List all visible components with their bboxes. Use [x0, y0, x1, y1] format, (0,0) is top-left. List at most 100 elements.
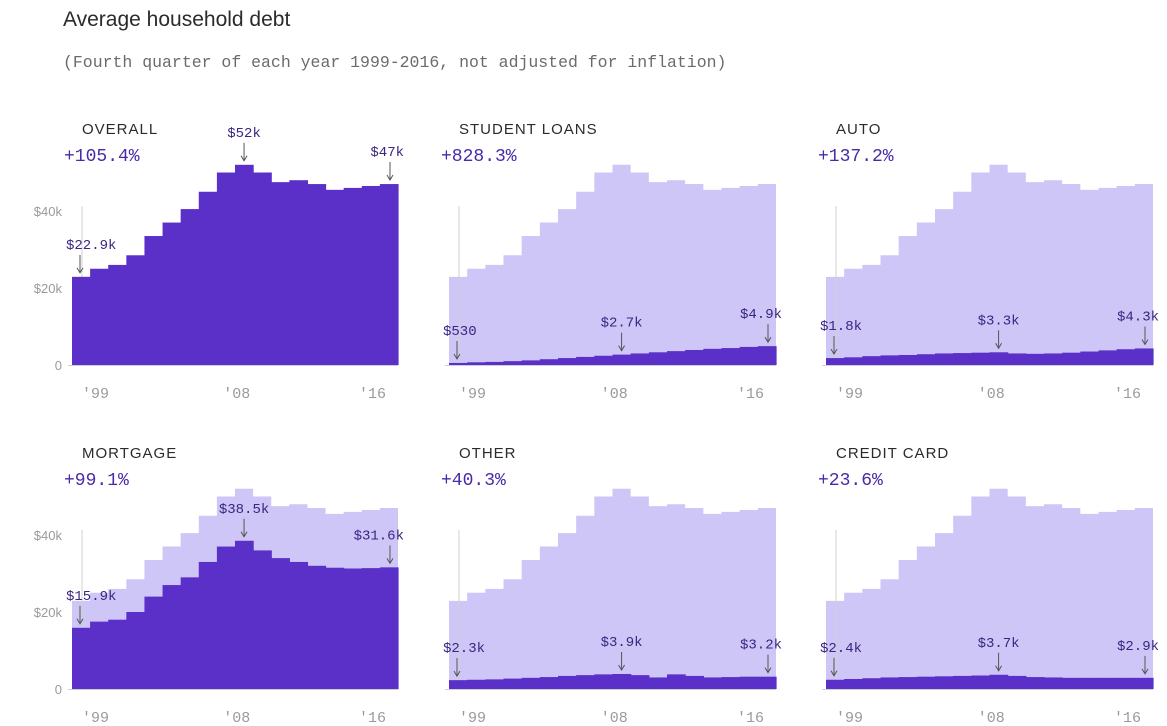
- data-bar: [703, 677, 723, 689]
- panel-title: MORTGAGE: [82, 445, 177, 462]
- x-tick-label: '99: [82, 386, 109, 403]
- data-bar: [826, 358, 845, 365]
- data-bar: [685, 349, 704, 365]
- data-bar: [1025, 677, 1045, 689]
- data-bar: [576, 675, 595, 689]
- annotation-arrowhead: [618, 664, 626, 671]
- data-bar: [235, 540, 254, 689]
- data-bar: [862, 356, 882, 365]
- data-bar: [449, 362, 468, 365]
- data-bar: [953, 353, 972, 365]
- data-bar: [576, 356, 595, 365]
- x-tick-label: '08: [601, 710, 628, 726]
- data-bar: [361, 568, 381, 689]
- data-bar: [521, 677, 541, 689]
- annotation-arrowhead: [830, 670, 838, 677]
- data-bar: [539, 359, 559, 365]
- data-bar: [558, 358, 577, 365]
- panel-title: CREDIT CARD: [836, 445, 949, 462]
- data-bar: [648, 352, 668, 365]
- x-tick-label: '16: [737, 710, 764, 726]
- data-bar: [971, 675, 991, 689]
- data-bar: [739, 346, 759, 365]
- y-tick-label: 0: [55, 682, 62, 697]
- data-bar: [1062, 352, 1081, 365]
- annotation-arrowhead: [453, 353, 461, 360]
- data-bar: [449, 680, 468, 689]
- data-bar: [1116, 677, 1136, 689]
- data-bar: [612, 673, 632, 689]
- panel-percent-change: +828.3%: [441, 147, 517, 167]
- data-bar: [90, 268, 109, 365]
- data-bar: [361, 185, 381, 365]
- panel-title: AUTO: [836, 121, 881, 138]
- data-bar: [180, 577, 200, 689]
- panel-percent-change: +137.2%: [818, 147, 894, 167]
- data-bar: [343, 187, 363, 365]
- x-tick-label: '99: [459, 386, 486, 403]
- data-bar: [1134, 677, 1154, 689]
- data-label: $4.3k: [1117, 309, 1159, 325]
- data-bar: [1044, 353, 1063, 365]
- panel-other: OTHER +40.3% '99 '08 '16 $2.3k $3.9k $3.2k: [441, 445, 782, 726]
- data-bar: [253, 172, 272, 365]
- total-debt-area: [449, 164, 776, 365]
- data-bar: [721, 348, 741, 365]
- annotation-arrowhead: [1141, 668, 1149, 675]
- panel-percent-change: +105.4%: [64, 147, 140, 167]
- annotation-arrowhead: [240, 155, 248, 162]
- panel-student-loans: STUDENT LOANS +828.3% '99 '08 '16 $530 $2.7k $4…: [441, 121, 782, 403]
- data-bar: [379, 567, 399, 689]
- data-bar: [989, 674, 1009, 689]
- data-bar: [1080, 677, 1100, 689]
- data-bar: [108, 619, 127, 689]
- data-bar: [289, 180, 309, 365]
- data-label: $38.5k: [219, 502, 269, 518]
- data-bar: [826, 679, 845, 689]
- data-bar: [144, 236, 164, 365]
- data-bar: [757, 346, 777, 365]
- data-bar: [971, 352, 991, 365]
- data-label: $3.2k: [740, 638, 782, 654]
- x-tick-label: '16: [1114, 710, 1141, 726]
- total-debt-area: [826, 488, 1153, 689]
- data-bar: [844, 678, 863, 689]
- data-bar: [198, 561, 218, 689]
- data-bar: [630, 675, 650, 689]
- data-bar: [935, 353, 954, 365]
- data-bar: [216, 546, 236, 689]
- data-bar: [72, 627, 91, 689]
- x-tick-label: '99: [836, 386, 863, 403]
- data-bar: [1134, 348, 1154, 365]
- data-bar: [144, 596, 164, 689]
- panel-percent-change: +40.3%: [441, 471, 506, 491]
- data-bar: [721, 677, 741, 689]
- annotation-arrowhead: [995, 665, 1003, 672]
- data-bar: [467, 362, 486, 365]
- data-bar: [953, 675, 972, 689]
- panel-percent-change: +23.6%: [818, 471, 883, 491]
- x-tick-label: '99: [459, 710, 486, 726]
- annotation-arrowhead: [618, 345, 626, 352]
- y-tick-label: $40k: [34, 204, 63, 219]
- data-label: $3.9k: [601, 635, 643, 651]
- annotation-arrowhead: [995, 343, 1003, 350]
- annotation-arrowhead: [386, 558, 394, 565]
- data-label: $2.7k: [601, 316, 643, 332]
- data-bar: [503, 678, 523, 689]
- data-label: $52k: [227, 126, 261, 142]
- data-bar: [594, 355, 614, 365]
- data-bar: [703, 348, 723, 365]
- data-bar: [880, 355, 900, 365]
- data-label: $47k: [370, 145, 404, 161]
- data-bar: [343, 568, 363, 689]
- y-tick-label: $20k: [34, 605, 63, 620]
- data-label: $22.9k: [66, 238, 116, 254]
- panel-overall: OVERALL +105.4% $40k $20k 0 '99 '08 '16 $22.9k $5…: [34, 121, 404, 403]
- data-label: $3.7k: [978, 636, 1020, 652]
- data-bar: [90, 621, 109, 689]
- data-bar: [180, 209, 200, 365]
- data-bar: [485, 679, 505, 689]
- data-bar: [739, 676, 759, 689]
